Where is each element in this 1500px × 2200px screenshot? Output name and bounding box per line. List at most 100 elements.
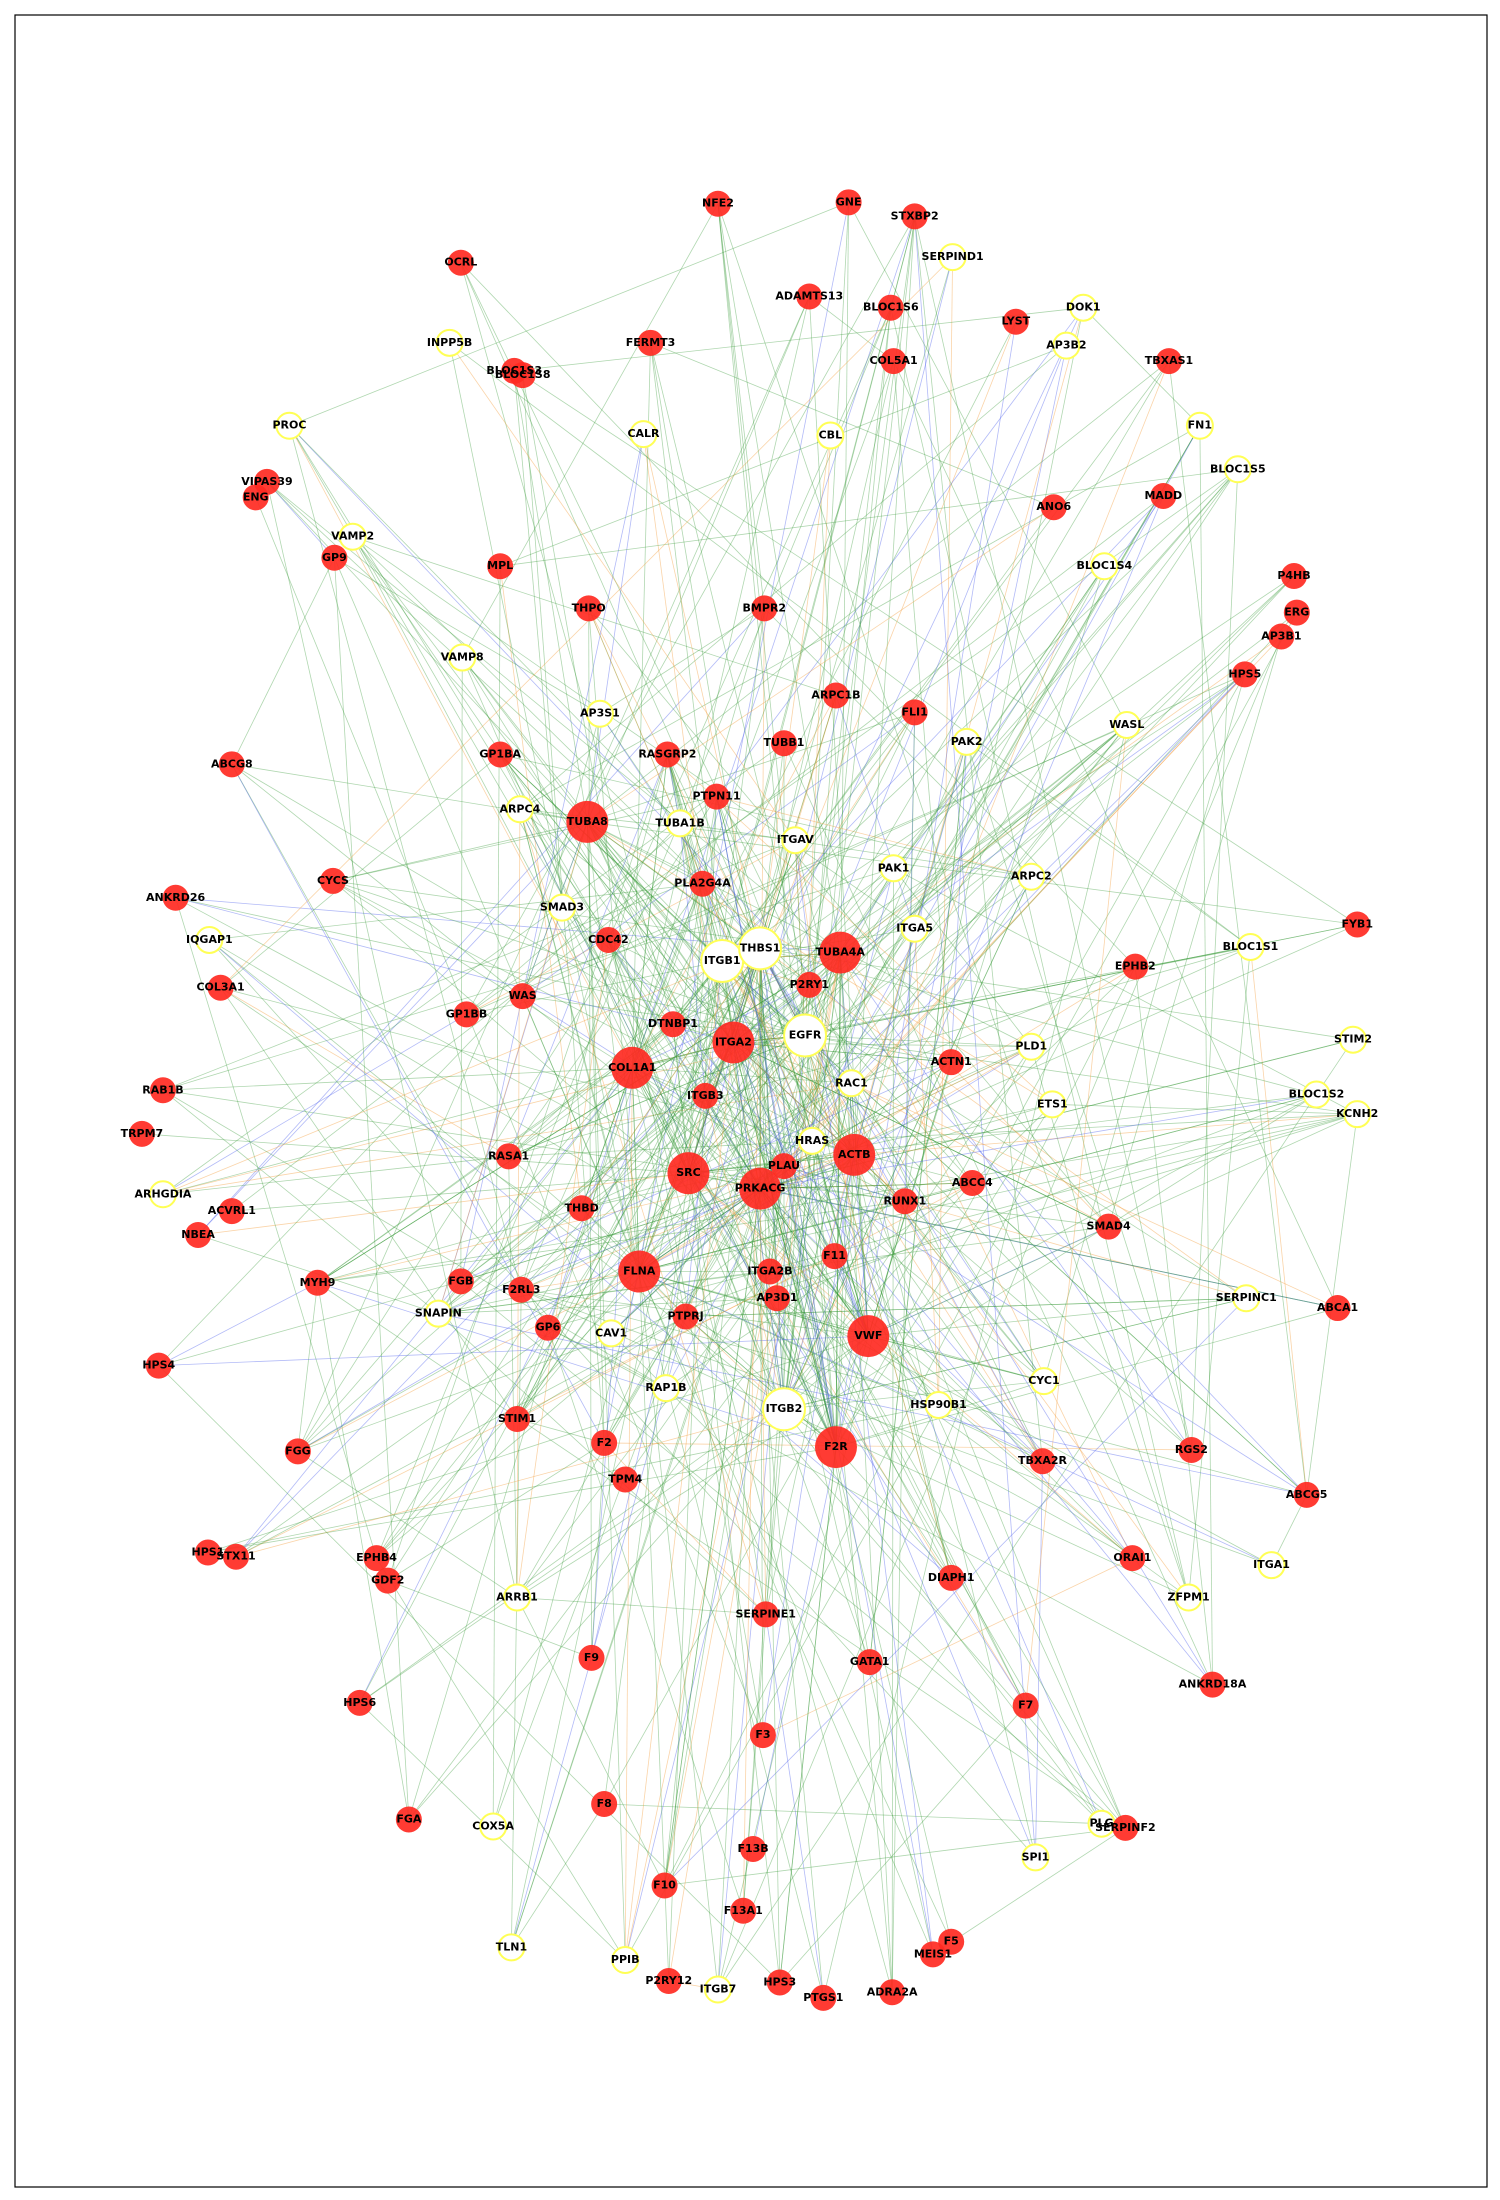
node (654, 741, 681, 768)
node-label: RASGRP2 (638, 747, 696, 760)
edge (522, 995, 640, 1272)
node (453, 1001, 480, 1028)
node-label: COL3A1 (196, 981, 244, 994)
node-label: PTPN11 (692, 790, 740, 803)
node-label: MPL (487, 559, 513, 572)
node-label: ADAMTS13 (775, 289, 843, 302)
edge (839, 952, 1109, 1227)
node (479, 1812, 508, 1841)
edge (783, 1046, 1032, 1167)
edge (334, 557, 601, 715)
edge (209, 939, 1036, 1858)
edge (769, 1166, 785, 1272)
node (1344, 911, 1371, 938)
edge (516, 948, 761, 1420)
node (185, 1221, 212, 1248)
node-label: PTPRJ (668, 1309, 704, 1322)
node (666, 809, 695, 838)
edge (141, 1133, 689, 1174)
edge (289, 425, 1307, 1496)
node-label: GP9 (322, 551, 347, 564)
node-label: NFE2 (702, 197, 734, 210)
node-label: SMAD3 (540, 901, 584, 914)
edge (760, 1182, 973, 1190)
node (880, 348, 907, 375)
edges (141, 201, 1358, 1999)
node (1236, 932, 1265, 961)
node-label: ANKRD18A (1179, 1678, 1247, 1691)
node-label: CYC1 (1028, 1374, 1059, 1387)
edge (759, 1188, 1043, 1462)
edge (209, 939, 785, 1410)
edge (716, 796, 837, 1448)
edge (685, 960, 723, 1317)
node-label: THBS1 (740, 941, 781, 954)
edge (297, 796, 717, 1452)
edge (586, 296, 810, 823)
node (651, 1872, 678, 1899)
node-label: COX5A (472, 1820, 514, 1833)
edge (516, 1182, 973, 1420)
edge (297, 1165, 785, 1452)
edge (704, 960, 723, 1096)
edge (839, 952, 855, 1155)
edge (499, 754, 837, 1448)
edge (162, 867, 894, 1091)
node (752, 1601, 779, 1628)
node (1223, 455, 1252, 484)
node-label: SMAD4 (1086, 1220, 1131, 1233)
edge (266, 481, 335, 559)
edge (839, 952, 893, 1993)
node-label: BLOC1S4 (1077, 559, 1133, 572)
node (938, 1928, 965, 1955)
edge (289, 201, 849, 427)
edge (604, 1442, 1192, 1451)
edge (702, 883, 1102, 1824)
edge (668, 952, 841, 1982)
edge (705, 724, 1128, 1097)
node-label: BLOC1S3 (486, 364, 542, 377)
node-label: EPHB4 (356, 1551, 397, 1564)
node (739, 1167, 782, 1210)
edge (665, 608, 765, 1389)
edge (547, 1327, 667, 1389)
edge (759, 948, 778, 1299)
edge (438, 1271, 640, 1315)
edge (638, 1271, 1126, 1829)
edge (783, 741, 968, 1167)
edge (624, 1404, 939, 1961)
edge (359, 1408, 785, 1704)
node-label: ITGB3 (687, 1089, 724, 1102)
node (672, 1303, 699, 1330)
node-label: MEIS1 (914, 1947, 952, 1960)
edge (893, 867, 1358, 1115)
edge (664, 1827, 1126, 1886)
node (740, 1835, 767, 1862)
edge (333, 557, 410, 1820)
edge (449, 342, 640, 1272)
node (346, 1689, 373, 1716)
edge (317, 952, 841, 1284)
edge (809, 296, 894, 362)
edge (717, 203, 837, 1448)
edge (914, 674, 1246, 930)
edge (835, 695, 916, 929)
edge (733, 307, 1084, 1043)
edge (769, 1035, 806, 1272)
edge (1199, 425, 1213, 1685)
node-label: GP1BB (446, 1007, 488, 1020)
edge (220, 987, 640, 1272)
edge (561, 907, 689, 1174)
edge (511, 952, 841, 1948)
edge (966, 741, 1192, 1451)
edge (207, 1446, 837, 1553)
edge (932, 1827, 1126, 1955)
edge (868, 1335, 1045, 1382)
edge (376, 575, 1295, 1559)
node (901, 203, 928, 230)
edge (438, 946, 1251, 1315)
node (891, 1188, 918, 1215)
node-label: COL1A1 (608, 1061, 656, 1074)
edge (438, 1067, 633, 1314)
